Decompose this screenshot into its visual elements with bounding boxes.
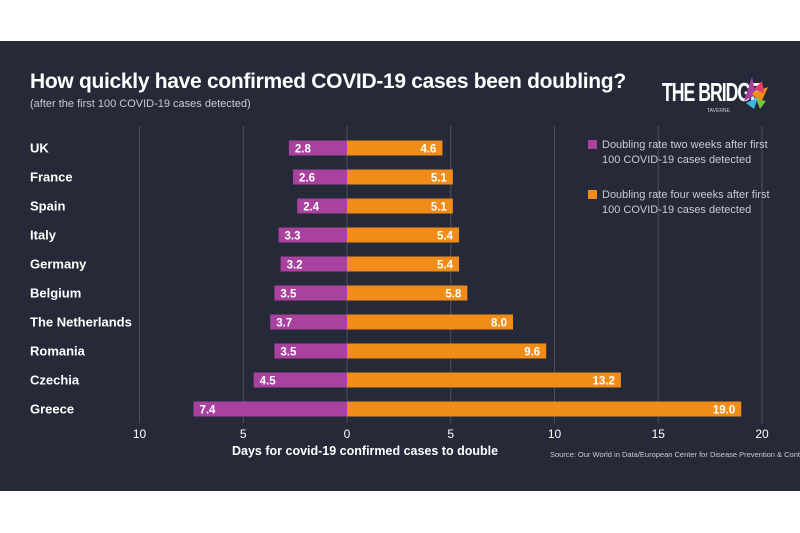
data-label-four-weeks: 13.2: [593, 376, 615, 388]
data-label-four-weeks: 5.8: [445, 289, 462, 301]
category-label: Spain: [30, 199, 65, 214]
bar-two-weeks: [193, 401, 347, 417]
bar-two-weeks: [297, 198, 347, 214]
bar-four-weeks: [347, 198, 453, 214]
data-label-four-weeks: 5.1: [431, 202, 448, 214]
category-label: Germany: [30, 257, 87, 272]
legend-swatch-two-weeks: [588, 140, 597, 149]
x-tick-label: 0: [344, 427, 351, 441]
data-label-four-weeks: 5.4: [437, 231, 454, 243]
data-label-two-weeks: 7.4: [199, 405, 216, 417]
category-label: Belgium: [30, 286, 81, 301]
legend-label-two-weeks: Doubling rate two weeks after first 100 …: [602, 139, 768, 166]
category-label: Italy: [30, 228, 57, 243]
data-label-two-weeks: 3.5: [280, 289, 297, 301]
category-label: France: [30, 170, 73, 185]
x-tick-label: 10: [133, 427, 147, 441]
bar-two-weeks: [278, 227, 347, 243]
bar-two-weeks: [274, 285, 347, 301]
bar-two-weeks: [293, 169, 347, 185]
data-label-four-weeks: 9.6: [524, 347, 540, 359]
bar-two-weeks: [253, 372, 347, 388]
chart-title: How quickly have confirmed COVID-19 case…: [30, 70, 626, 93]
legend-swatch-four-weeks: [588, 190, 597, 199]
data-label-four-weeks: 19.0: [713, 405, 735, 417]
bar-four-weeks: [347, 372, 621, 388]
data-label-four-weeks: 8.0: [491, 318, 507, 330]
data-label-two-weeks: 3.3: [285, 231, 301, 243]
brand-logo: THE BRIDGE TAVERNE: [662, 73, 774, 119]
data-label-two-weeks: 2.4: [303, 202, 320, 214]
bar-four-weeks: [347, 140, 443, 156]
bar-four-weeks: [347, 314, 513, 330]
bar-two-weeks: [280, 256, 347, 272]
bar-two-weeks: [288, 140, 347, 156]
category-label: Czechia: [30, 373, 80, 388]
bar-four-weeks: [347, 227, 460, 243]
logo-text: THE BRIDGE: [662, 77, 762, 107]
bar-four-weeks: [347, 401, 742, 417]
data-label-two-weeks: 3.2: [287, 260, 303, 272]
bar-two-weeks: [274, 343, 347, 359]
bars: [193, 140, 742, 417]
x-tick-label: 10: [548, 427, 562, 441]
bar-four-weeks: [347, 256, 460, 272]
x-tick-label: 5: [240, 427, 247, 441]
data-label-two-weeks: 3.5: [280, 347, 297, 359]
bar-four-weeks: [347, 169, 453, 185]
category-label: UK: [30, 141, 49, 156]
x-axis-title: Days for covid-19 confirmed cases to dou…: [232, 444, 499, 458]
x-tick-label: 5: [447, 427, 454, 441]
category-label: The Netherlands: [30, 315, 132, 330]
labels: 10 5 0 5 10 15 20 UK 2.8 4.6 France 2.6 5.1 Spain 2.4 5…: [30, 141, 769, 442]
bridge-logo-icon: [744, 77, 768, 109]
x-tick-label: 20: [755, 427, 769, 441]
data-label-four-weeks: 5.4: [437, 260, 454, 272]
data-label-two-weeks: 3.7: [276, 318, 292, 330]
legend-label-four-weeks: Doubling rate four weeks after first 100…: [602, 189, 770, 216]
bar-four-weeks: [347, 343, 547, 359]
data-label-four-weeks: 4.6: [420, 144, 436, 156]
data-label-two-weeks: 2.8: [295, 144, 312, 156]
category-label: Romania: [30, 344, 86, 359]
gridlines: [139, 126, 763, 423]
chart-subtitle: (after the first 100 COVID-19 cases dete…: [30, 98, 251, 110]
data-label-four-weeks: 5.1: [431, 173, 448, 185]
logo-subtext: TAVERNE: [707, 108, 730, 114]
bar-four-weeks: [347, 285, 468, 301]
data-label-two-weeks: 2.6: [299, 173, 315, 185]
x-tick-label: 15: [652, 427, 666, 441]
source-note: Source: Our World in Data/European Cente…: [550, 450, 800, 459]
bar-chart: 10 5 0 5 10 15 20 UK 2.8 4.6 France 2.6 5.1 Spain 2.4 5…: [30, 126, 769, 442]
bar-two-weeks: [270, 314, 347, 330]
chart-panel: How quickly have confirmed COVID-19 case…: [0, 41, 800, 491]
data-label-two-weeks: 4.5: [260, 376, 277, 388]
category-label: Greece: [30, 402, 74, 417]
